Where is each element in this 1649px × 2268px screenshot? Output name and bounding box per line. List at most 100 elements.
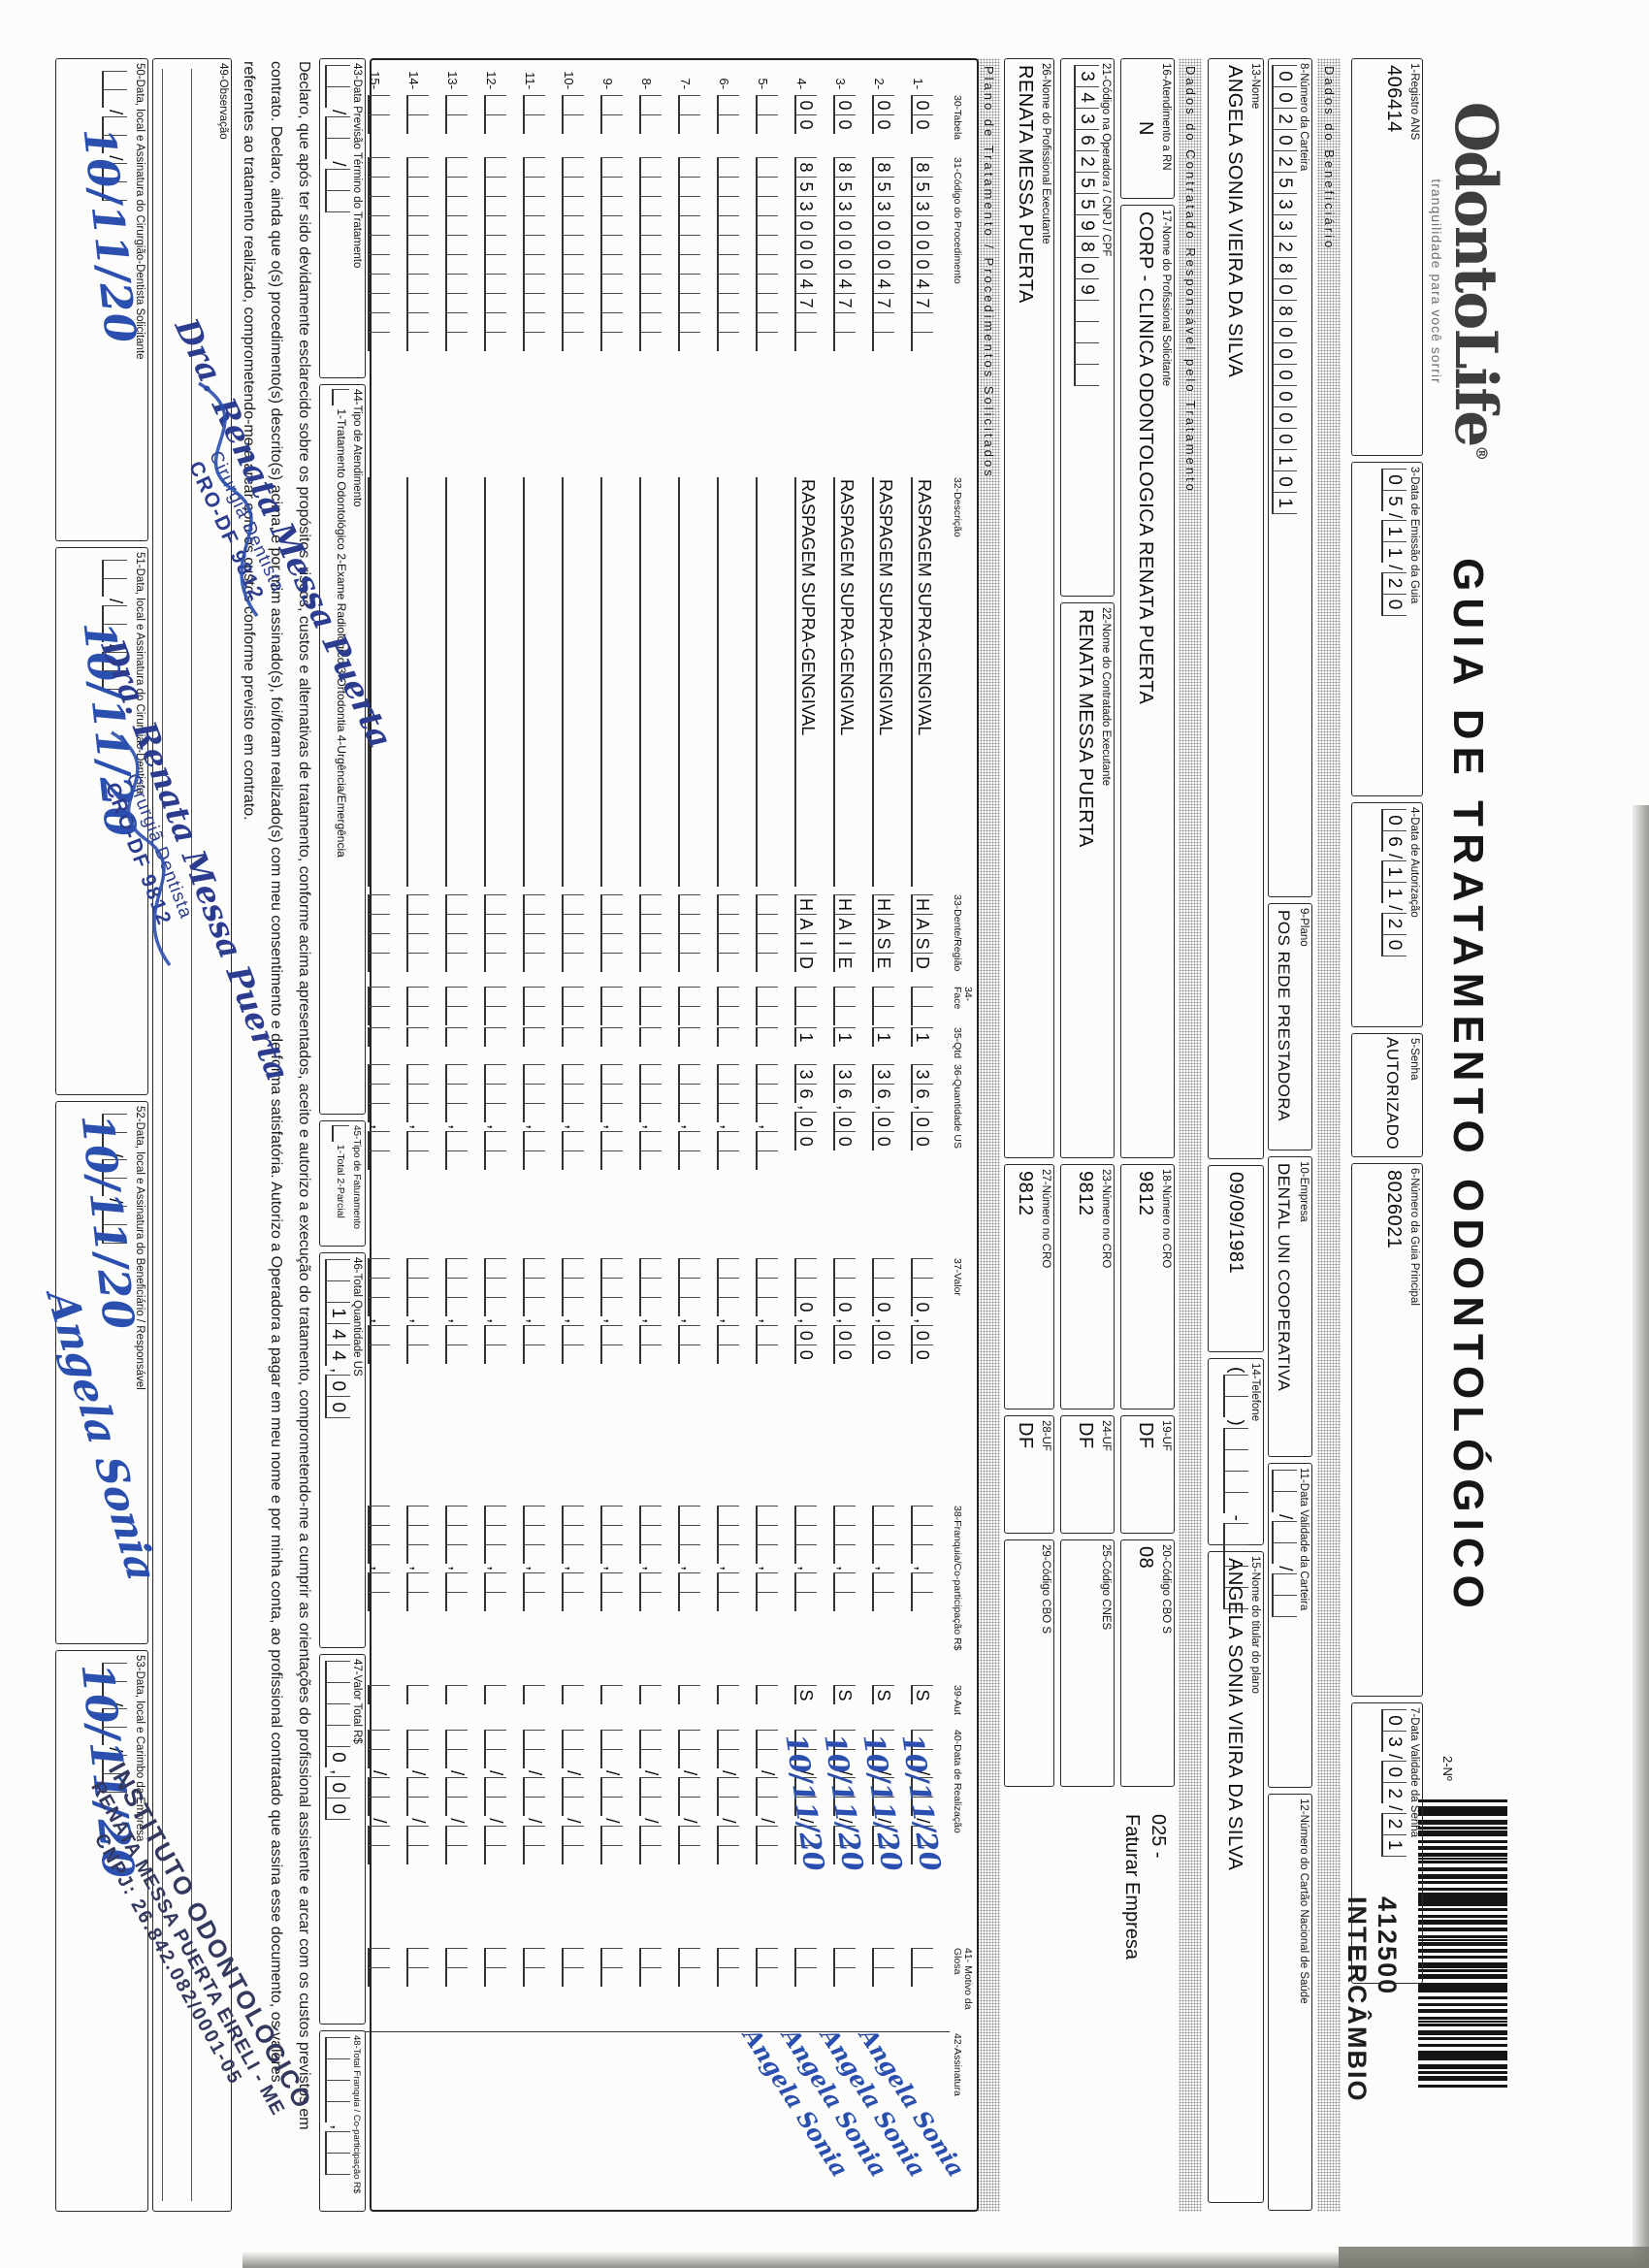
- cell-tabela: [365, 93, 390, 155]
- cell-data_cells: / /: [714, 1728, 739, 1946]
- cell-valor: ,: [442, 1256, 468, 1504]
- cell-tabela: [404, 93, 429, 155]
- cell-aut: [675, 1683, 700, 1728]
- cell-descricao: [600, 477, 624, 887]
- cell-face: [675, 985, 700, 1025]
- scan-edge-right: [1633, 805, 1649, 2268]
- cell-dente: [365, 892, 390, 985]
- billing-note: 025 - Faturar Empresa: [1118, 1814, 1171, 1960]
- form-number-label: 2-Nº: [1440, 1756, 1455, 1781]
- col-header-tabela: 30-Tabela: [952, 95, 963, 141]
- cell-tabela: [520, 93, 545, 155]
- field-label: 19-UF: [1160, 1420, 1172, 1451]
- field-value: DENTAL UNI COOPERATIVA: [1275, 1163, 1293, 1392]
- cell-descricao: RASPAGEM SUPRA-GENGIVAL: [833, 477, 857, 887]
- cell-descricao: [562, 477, 585, 887]
- cell-glosa: [714, 1946, 739, 2031]
- cell-qtd_us: ,: [675, 1062, 700, 1256]
- cell-codigo: [365, 155, 390, 475]
- field-cnes: 25-Código CNES: [1060, 1539, 1115, 1787]
- cell-valor: ,: [675, 1256, 700, 1504]
- cell-descricao: RASPAGEM SUPRA-GENGIVAL: [872, 477, 895, 887]
- cell-codigo: [636, 155, 662, 475]
- field-options: 1-Total 2-Parcial: [335, 1144, 346, 1218]
- beneficiary-name-band: 13-Nome ANGELA SONIA VIEIRA DA SILVA 09/…: [1208, 58, 1264, 2212]
- cell-aut: [714, 1683, 739, 1728]
- scan-edge-corner: [1339, 2247, 1649, 2268]
- col-header-empty: [950, 60, 952, 93]
- col-header-assinatura: 42-Assinatura: [952, 2033, 963, 2096]
- field-cro-profissional: 27-Número no CRO 9812: [1004, 1164, 1054, 1409]
- procedures-table-header: 30-Tabela 31-Código do Procedimento 32-D…: [950, 60, 977, 2210]
- cell-glosa: [636, 1946, 662, 2031]
- cell-glosa: [753, 1946, 778, 2031]
- cell-data_cells: / / 10/11/20: [818, 1728, 870, 1946]
- cell-franquia: ,: [365, 1504, 390, 1683]
- procedure-row: 9- , , , / /: [598, 60, 639, 2210]
- field-value: AUTORIZADO: [1383, 1037, 1402, 1150]
- field-uf-executante: 24-UF DF: [1060, 1415, 1115, 1534]
- field-cbo-profissional: 29-Código CBO S: [1004, 1539, 1054, 1787]
- cell-franquia: ,: [442, 1504, 468, 1683]
- field-label: 12-Número do Cartão Nacional de Saúde: [1298, 1798, 1310, 2004]
- field-nome-titular: 15-Nome do titular do plano ANGELA SONIA…: [1208, 1551, 1264, 2203]
- field-cro-executante: 23-Número no CRO 9812: [1060, 1164, 1115, 1409]
- registered-mark-icon: ®: [1472, 445, 1491, 462]
- cell-qtd_us: ,: [714, 1062, 739, 1256]
- cell-assinatura: Angela Sonia: [776, 2023, 893, 2210]
- cell-tabela: [481, 93, 506, 155]
- cell-valor: 0,00: [908, 1256, 933, 1504]
- field-value: RENATA MESSA PUERTA: [1015, 65, 1036, 304]
- cell-qtd_us: ,: [404, 1062, 429, 1256]
- col-header-valor: 37-Valor: [952, 1258, 963, 1296]
- cell-data_cells: / /: [404, 1728, 429, 1946]
- cell-aut: [365, 1683, 390, 1728]
- field-label: 1-Registro ANS: [1408, 63, 1420, 141]
- cell-qtd: 1: [908, 1025, 933, 1062]
- field-label: 22-Nome do Contratado Executante: [1100, 607, 1112, 787]
- cell-face: [869, 985, 894, 1025]
- cell-n: 15-: [368, 71, 382, 89]
- cell-tabela: [636, 93, 662, 155]
- cell-tabela: [559, 93, 584, 155]
- procedure-row: 14- , , , / /: [404, 60, 445, 2210]
- cell-glosa: [404, 1946, 429, 2031]
- cell-valor: ,: [753, 1256, 778, 1504]
- field-nome-beneficiario: 13-Nome ANGELA SONIA VIEIRA DA SILVA: [1208, 58, 1264, 1159]
- field-label: 16-Atendimento a RN: [1160, 63, 1172, 171]
- cell-franquia: ,: [830, 1504, 856, 1683]
- cell-face: [559, 985, 584, 1025]
- cell-data_cells: / /: [365, 1728, 390, 1946]
- cell-codigo: [404, 155, 429, 475]
- cell-glosa: [792, 1946, 817, 2031]
- field-data-autorizacao: 4-Data de Autorização 06/11/20: [1351, 802, 1423, 1027]
- cell-aut: [753, 1683, 778, 1728]
- field-numero-carteira: 8-Número da Carteira 0020253328080000001…: [1268, 58, 1312, 897]
- cell-franquia: ,: [520, 1504, 545, 1683]
- cell-franquia: ,: [675, 1504, 700, 1683]
- cell-descricao: [523, 477, 546, 887]
- cell-qtd: [675, 1025, 700, 1062]
- field-label: 27-Número no CRO: [1040, 1169, 1051, 1269]
- cell-codigo: [675, 155, 700, 475]
- contratado-executante-band: 21-Código na Operadora / CNPJ / CPF 3436…: [1060, 58, 1115, 2212]
- cell-tabela: [753, 93, 778, 155]
- cell-tabela: [714, 93, 739, 155]
- cell-descricao: [678, 477, 701, 887]
- field-value: 03/02/21: [1377, 1703, 1407, 1983]
- cell-dente: [675, 892, 700, 985]
- cell-data_cells: / / 10/11/20: [895, 1728, 948, 1946]
- field-cbo-solicitante: 20-Código CBO S 08: [1120, 1539, 1175, 1787]
- field-value: ANGELA SONIA VIEIRA DA SILVA: [1224, 65, 1245, 378]
- cell-qtd: [442, 1025, 468, 1062]
- field-value: 144,00: [321, 1253, 350, 1647]
- field-cro-solicitante: 18-Número no CRO 9812: [1120, 1164, 1175, 1409]
- cell-qtd_us: 36,00: [792, 1062, 817, 1256]
- cell-franquia: ,: [792, 1504, 817, 1683]
- field-label: 28-UF: [1040, 1420, 1051, 1451]
- cell-qtd_us: ,: [636, 1062, 662, 1256]
- cell-glosa: [365, 1946, 390, 2031]
- cell-dente: HAIE: [830, 892, 856, 985]
- cell-dente: [636, 892, 662, 985]
- procedure-row: 15- , , , / /: [365, 60, 406, 2210]
